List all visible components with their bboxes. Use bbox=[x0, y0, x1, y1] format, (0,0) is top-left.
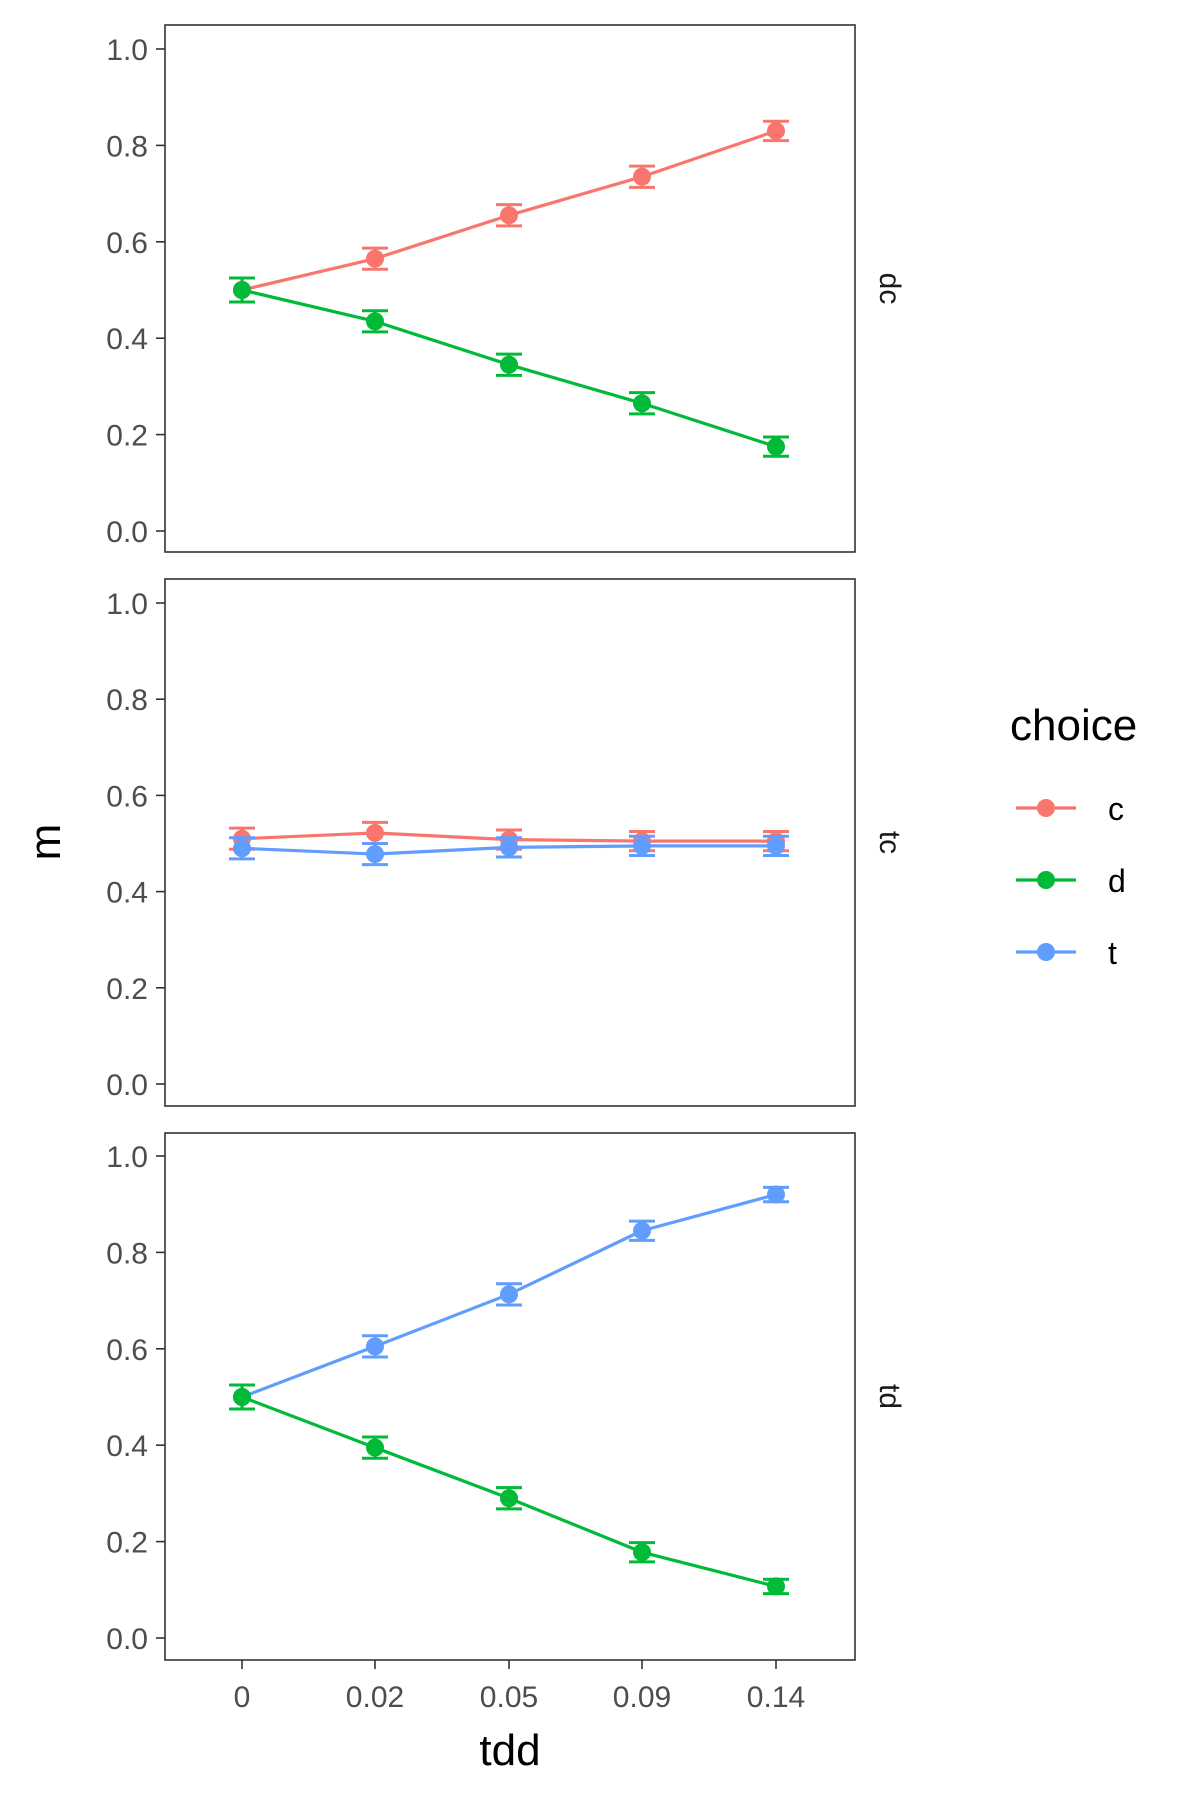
facet-panel-td: 0.0 0.2 0.4 0.6 0.8 1.0 td 0 0.02 0.05 0.09 0.14 bbox=[106, 1132, 906, 1714]
legend-key-point bbox=[1037, 799, 1055, 817]
data-point bbox=[366, 312, 384, 331]
y-tick-label: 0.0 bbox=[106, 516, 148, 549]
data-point bbox=[233, 281, 251, 299]
data-point bbox=[366, 823, 384, 842]
facet-strip-label: dc bbox=[873, 273, 906, 305]
data-point bbox=[500, 355, 518, 374]
data-point bbox=[366, 249, 384, 268]
data-point bbox=[633, 167, 651, 186]
data-point bbox=[233, 839, 251, 858]
y-tick-label: 0.8 bbox=[106, 684, 148, 717]
legend-label: c bbox=[1108, 791, 1124, 827]
panel-border bbox=[164, 1132, 856, 1661]
y-tick-label: 1.0 bbox=[106, 588, 148, 621]
y-tick-label: 0.8 bbox=[106, 130, 148, 163]
series-c bbox=[229, 119, 789, 304]
y-tick-label: 0.4 bbox=[106, 323, 148, 356]
data-point bbox=[633, 1221, 651, 1240]
legend-key-point bbox=[1037, 871, 1055, 889]
series-t bbox=[229, 1185, 789, 1411]
data-point bbox=[633, 836, 651, 855]
facet-strip-label: tc bbox=[873, 831, 906, 854]
y-tick-label: 1.0 bbox=[106, 1141, 148, 1174]
y-tick-label: 0.4 bbox=[106, 1430, 148, 1463]
y-tick-label: 0.6 bbox=[106, 227, 148, 260]
x-tick-label: 0 bbox=[234, 1681, 251, 1714]
data-point bbox=[366, 845, 384, 864]
data-point bbox=[500, 1285, 518, 1304]
panel-border bbox=[164, 578, 856, 1107]
y-tick-label: 0.4 bbox=[106, 877, 148, 910]
data-point bbox=[366, 1337, 384, 1356]
legend: choice cdt bbox=[1010, 701, 1137, 971]
facet-panel-tc: 0.0 0.2 0.4 0.6 0.8 1.0 tc bbox=[106, 578, 906, 1107]
data-point bbox=[233, 1388, 251, 1406]
x-tick-label: 0.02 bbox=[346, 1681, 404, 1714]
data-point bbox=[500, 838, 518, 857]
data-point bbox=[633, 1543, 651, 1562]
y-tick-label: 0.2 bbox=[106, 420, 148, 453]
data-point bbox=[767, 836, 785, 855]
y-tick-label: 0.6 bbox=[106, 1334, 148, 1367]
legend-key-point bbox=[1037, 943, 1055, 961]
legend-entry-t: t bbox=[1016, 935, 1117, 971]
data-point bbox=[633, 394, 651, 413]
series-t bbox=[229, 834, 789, 867]
series-d bbox=[229, 276, 789, 458]
data-point bbox=[767, 1185, 785, 1204]
legend-title: choice bbox=[1010, 701, 1137, 750]
data-point bbox=[500, 206, 518, 225]
y-tick-label: 0.2 bbox=[106, 1527, 148, 1560]
data-point bbox=[767, 121, 785, 140]
x-tick-label: 0.14 bbox=[747, 1681, 805, 1714]
y-tick-label: 0.8 bbox=[106, 1237, 148, 1270]
y-tick-label: 1.0 bbox=[106, 34, 148, 67]
facet-strip-label: td bbox=[873, 1384, 906, 1409]
legend-label: d bbox=[1108, 863, 1126, 899]
y-tick-label: 0.6 bbox=[106, 780, 148, 813]
facet-panel-dc: 0.0 0.2 0.4 0.6 0.8 1.0 dc bbox=[106, 24, 906, 553]
data-point bbox=[767, 1577, 785, 1596]
x-tick-label: 0.09 bbox=[613, 1681, 671, 1714]
data-point bbox=[767, 437, 785, 456]
x-axis-title: tdd bbox=[479, 1726, 540, 1775]
y-tick-label: 0.0 bbox=[106, 1623, 148, 1656]
y-axis-title: m bbox=[21, 824, 70, 861]
y-tick-label: 0.0 bbox=[106, 1069, 148, 1102]
legend-entry-c: c bbox=[1016, 791, 1124, 827]
legend-entry-d: d bbox=[1016, 863, 1126, 899]
panel-border bbox=[164, 24, 856, 553]
data-point bbox=[500, 1489, 518, 1508]
series-d bbox=[229, 1383, 789, 1596]
legend-label: t bbox=[1108, 935, 1117, 971]
x-tick-label: 0.05 bbox=[480, 1681, 538, 1714]
data-point bbox=[366, 1438, 384, 1457]
y-tick-label: 0.2 bbox=[106, 973, 148, 1006]
